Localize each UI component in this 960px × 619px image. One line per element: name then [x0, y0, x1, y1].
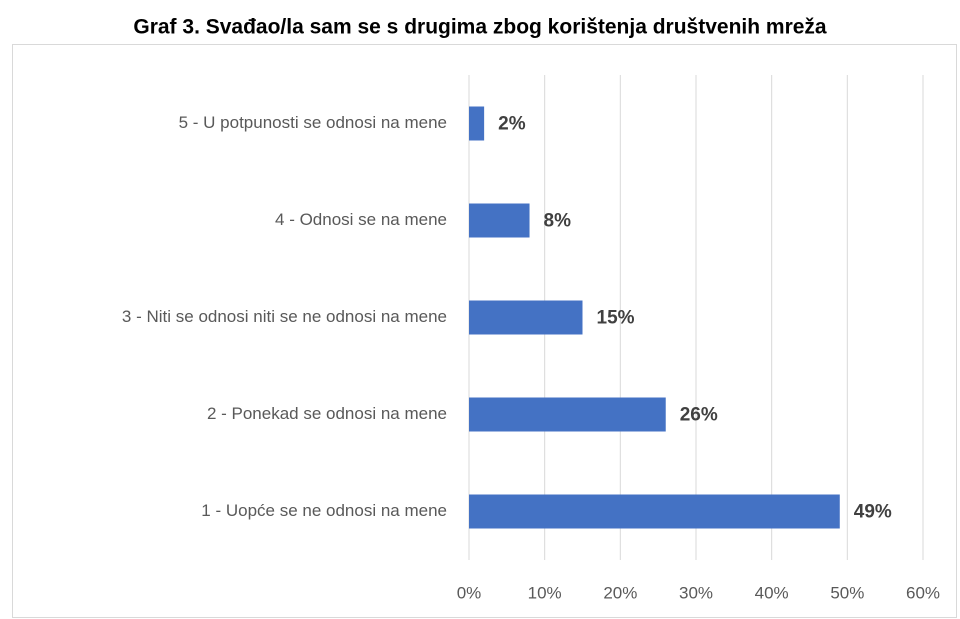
x-tick-label: 50%	[830, 583, 864, 602]
bar	[469, 203, 530, 238]
category-label: 1 - Uopće se ne odnosi na mene	[201, 501, 447, 520]
category-label: 3 - Niti se odnosi niti se ne odnosi na …	[122, 307, 447, 326]
data-label: 8%	[544, 211, 572, 232]
data-label: 26%	[680, 405, 718, 426]
x-tick-label: 10%	[528, 583, 562, 602]
chart-frame	[12, 44, 957, 618]
chart-title: Graf 3. Svađao/la sam se s drugima zbog …	[133, 16, 827, 39]
x-tick-label: 0%	[457, 583, 482, 602]
bar	[469, 106, 485, 141]
x-tick-label: 40%	[755, 583, 789, 602]
data-label: 15%	[597, 308, 635, 329]
data-label: 2%	[498, 114, 526, 135]
category-label: 5 - U potpunosti se odnosi na mene	[179, 113, 447, 132]
category-label: 2 - Ponekad se odnosi na mene	[207, 404, 447, 423]
x-tick-label: 20%	[603, 583, 637, 602]
bar	[469, 300, 583, 335]
data-label: 49%	[854, 502, 892, 523]
bar	[469, 494, 840, 529]
x-tick-label: 30%	[679, 583, 713, 602]
category-label: 4 - Odnosi se na mene	[275, 210, 447, 229]
bar	[469, 397, 666, 432]
x-tick-label: 60%	[906, 583, 940, 602]
